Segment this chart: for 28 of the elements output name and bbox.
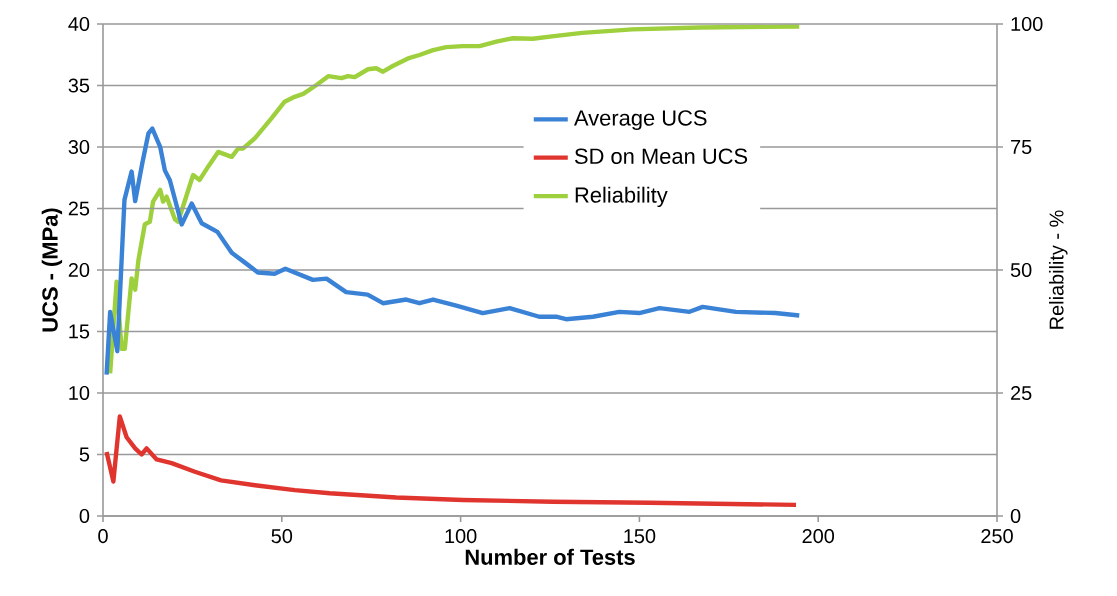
y-tick-label: 40 — [68, 16, 90, 32]
y-tick-label: 20 — [68, 262, 90, 278]
y2-tick-label: 0 — [1010, 508, 1021, 524]
legend-label: SD on Mean UCS — [574, 148, 748, 164]
y2-tick-label: 100 — [1011, 16, 1043, 32]
legend-label: Average UCS — [574, 110, 707, 131]
y-tick-label: 30 — [68, 139, 90, 155]
x-tick-label: 50 — [271, 529, 293, 544]
line-series — [107, 24, 802, 376]
y2-tick-label: 75 — [1011, 140, 1032, 154]
x-tick-label: 100 — [445, 529, 477, 544]
y-tick-label: 5 — [79, 447, 90, 462]
y-tick-label: 0 — [79, 508, 90, 524]
y-tick-label: 25 — [68, 201, 90, 216]
y2-tick-label: 50 — [1010, 262, 1032, 278]
legend-label: Reliability — [575, 186, 668, 208]
line-series — [104, 414, 799, 508]
x-tick-label: 150 — [624, 529, 656, 544]
y-axis-title: UCS - (MPa) — [41, 208, 63, 332]
y-tick-label: 10 — [69, 385, 90, 401]
x-tick-label: 0 — [98, 529, 108, 544]
x-tick-label: 250 — [981, 529, 1013, 544]
y-tick-label: 35 — [68, 78, 90, 93]
y2-axis-title: Reliability - % — [1048, 210, 1068, 329]
y-tick-label: 15 — [69, 324, 90, 339]
y2-tick-label: 25 — [1011, 385, 1032, 401]
x-axis-title: Number of Tests — [465, 548, 635, 565]
x-tick-label: 200 — [802, 529, 835, 544]
